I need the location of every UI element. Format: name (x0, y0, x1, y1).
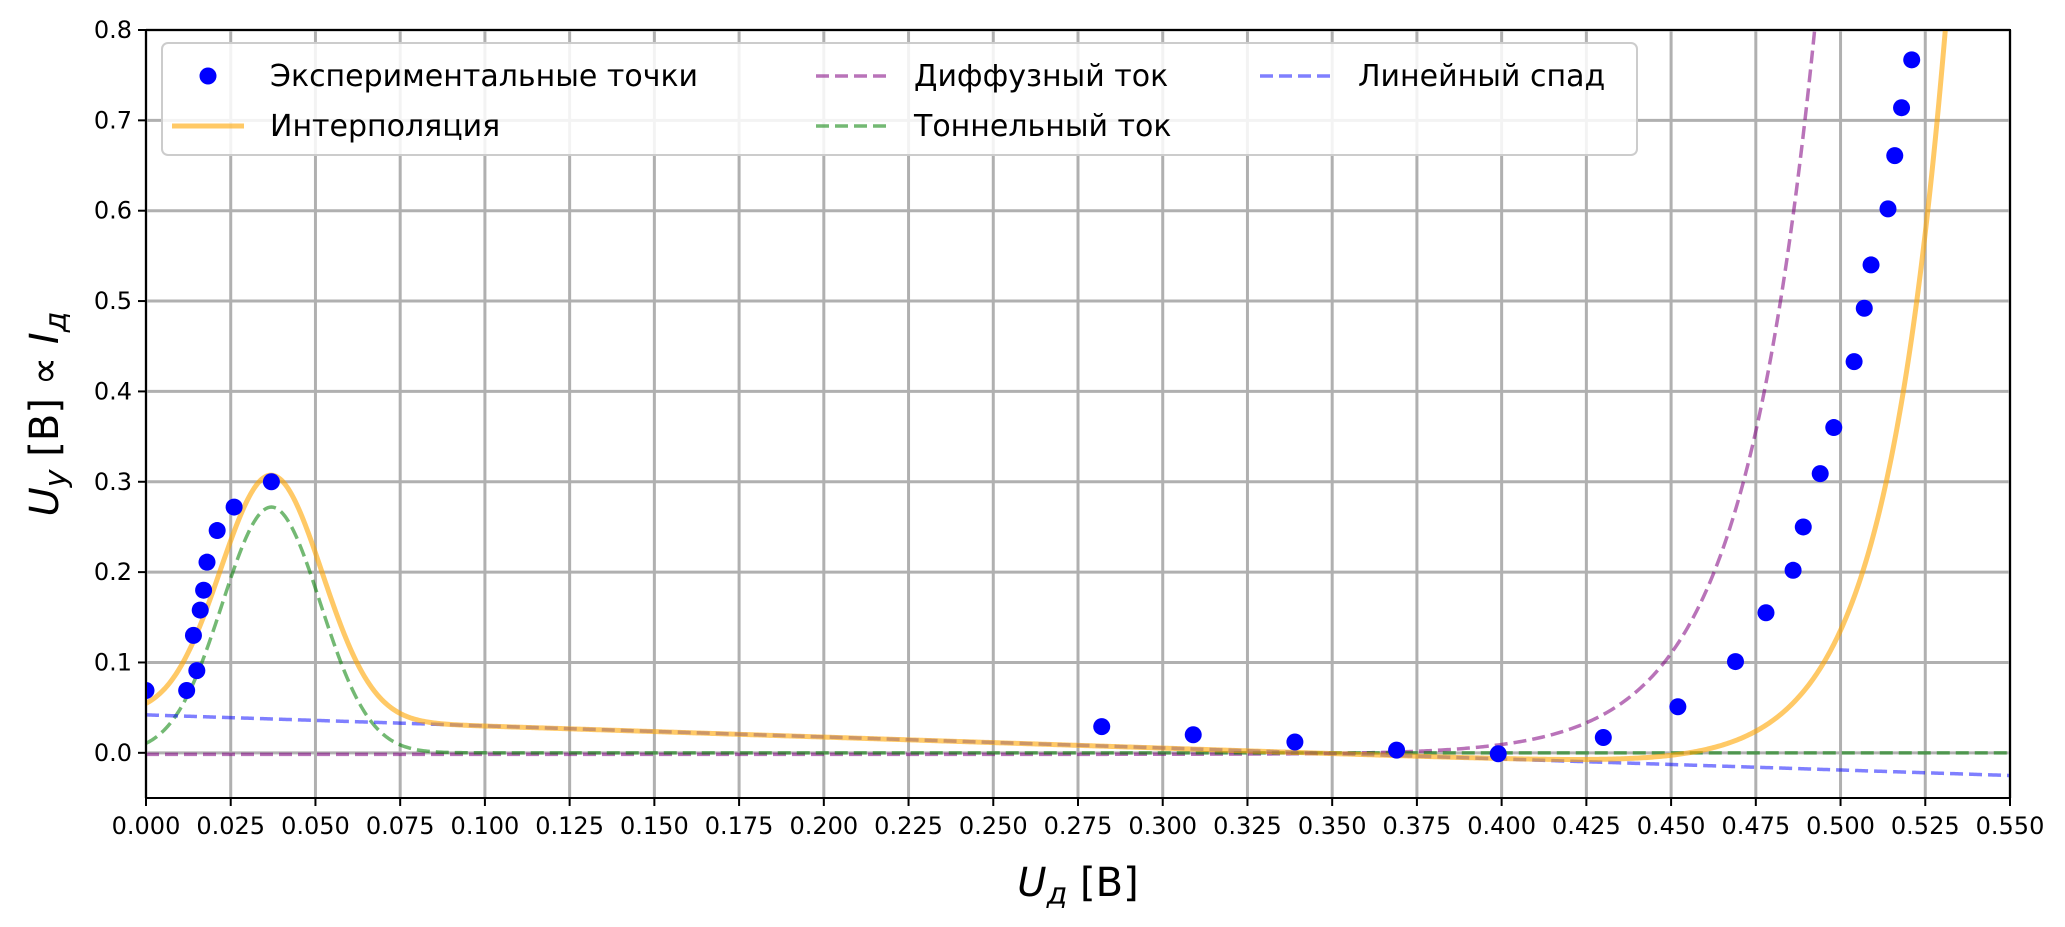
x-tick-label: 0.225 (874, 812, 943, 840)
data-point (188, 662, 206, 680)
x-axis-label: Uд [B] (1017, 860, 1138, 912)
x-tick-label: 0.025 (196, 812, 265, 840)
y-tick-label: 0.1 (94, 648, 132, 676)
plot-area (146, 30, 2010, 778)
y-tick-label: 0.6 (94, 197, 132, 225)
data-point (1811, 465, 1829, 483)
x-tick-label: 0.100 (451, 812, 520, 840)
legend: Экспериментальные точки Интерполяция Диффу… (161, 42, 1638, 156)
x-tick-label: 0.375 (1383, 812, 1452, 840)
x-tick-label: 0.350 (1298, 812, 1367, 840)
x-tick-label: 0.325 (1213, 812, 1282, 840)
x-tick-label: 0.125 (535, 812, 604, 840)
data-point (1903, 51, 1921, 69)
data-point (195, 581, 213, 599)
x-tick-label: 0.525 (1891, 812, 1960, 840)
y-tick-label: 0.0 (94, 739, 132, 767)
legend-marker (199, 67, 217, 85)
x-tick-label: 0.450 (1637, 812, 1706, 840)
data-point (178, 681, 196, 699)
data-point (1726, 653, 1744, 671)
svg-text:Uy [B] ∝ Iд: Uy [B] ∝ Iд (22, 312, 74, 517)
data-point (184, 626, 202, 644)
x-tick-label: 0.075 (366, 812, 435, 840)
x-tick-label: 0.200 (789, 812, 858, 840)
data-point (1855, 299, 1873, 317)
data-point (1794, 518, 1812, 536)
data-point (1825, 419, 1843, 437)
axis-ticks: 0.000 0.025 0.050 0.075 0.100 0.125 0.150 0.175… (94, 16, 2045, 840)
legend-label: Интерполяция (270, 109, 500, 144)
legend-label: Линейный спад (1358, 59, 1605, 94)
data-point (1093, 718, 1111, 736)
data-point (1388, 741, 1406, 759)
x-tick-label: 0.050 (281, 812, 350, 840)
x-tick-label: 0.000 (112, 812, 181, 840)
y-tick-label: 0.2 (94, 558, 132, 586)
x-tick-label: 0.425 (1552, 812, 1621, 840)
y-tick-label: 0.3 (94, 468, 132, 496)
legend-label: Экспериментальные точки (270, 59, 698, 94)
svg-text:Uд [B]: Uд [B] (1017, 860, 1138, 912)
y-tick-label: 0.8 (94, 16, 132, 44)
data-point (1669, 698, 1687, 716)
data-point (1184, 726, 1202, 744)
y-axis-label: Uy [B] ∝ Iд (22, 312, 74, 517)
data-point (1845, 353, 1863, 371)
data-point (1886, 147, 1904, 165)
x-tick-label: 0.150 (620, 812, 689, 840)
x-tick-label: 0.250 (959, 812, 1028, 840)
y-tick-label: 0.4 (94, 377, 132, 405)
data-point (1879, 200, 1897, 218)
data-point (191, 601, 209, 619)
data-point (198, 553, 216, 571)
x-tick-label: 0.550 (1976, 812, 2045, 840)
data-point (1489, 745, 1507, 763)
x-tick-label: 0.475 (1721, 812, 1790, 840)
legend-label: Тоннельный ток (913, 109, 1172, 144)
legend-label: Диффузный ток (914, 59, 1168, 94)
series-line (146, 30, 1948, 762)
data-point (208, 522, 226, 540)
data-point (1862, 256, 1880, 274)
data-point (146, 681, 155, 699)
y-tick-label: 0.7 (94, 106, 132, 134)
data-point (1594, 728, 1612, 746)
x-tick-label: 0.400 (1467, 812, 1536, 840)
data-point (1893, 99, 1911, 117)
x-tick-label: 0.275 (1044, 812, 1113, 840)
y-tick-label: 0.5 (94, 287, 132, 315)
data-point (225, 498, 243, 516)
x-tick-label: 0.175 (705, 812, 774, 840)
data-point (1757, 604, 1775, 622)
data-point (1286, 733, 1304, 751)
x-tick-label: 0.300 (1128, 812, 1197, 840)
data-point (262, 473, 280, 491)
x-tick-label: 0.500 (1806, 812, 1875, 840)
data-point (1784, 561, 1802, 579)
legend-box (161, 42, 1638, 156)
